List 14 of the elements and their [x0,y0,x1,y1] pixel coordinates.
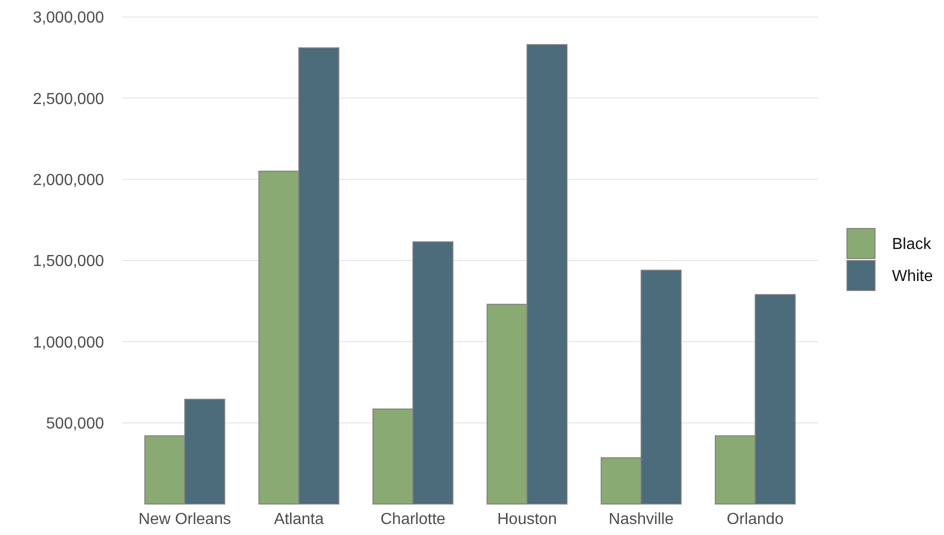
x-tick-label: Charlotte [380,511,446,528]
x-tick-label: Orlando [726,511,784,528]
y-tick-label: 3,000,000 [32,10,104,27]
y-tick-label: 1,500,000 [32,253,104,270]
y-tick-label: 2,500,000 [32,90,104,108]
x-tick-label: Houston [497,511,557,528]
y-tick-label: 500,000 [46,415,104,432]
x-tick-label: New Orleans [138,511,231,528]
legend-label: Black [892,236,932,254]
y-tick-label: 1,000,000 [32,334,104,352]
y-tick-label: 2,000,000 [32,172,104,189]
x-tick-label: Nashville [608,511,674,528]
x-tick-label: Atlanta [274,511,324,528]
legend-label: White [892,268,933,286]
